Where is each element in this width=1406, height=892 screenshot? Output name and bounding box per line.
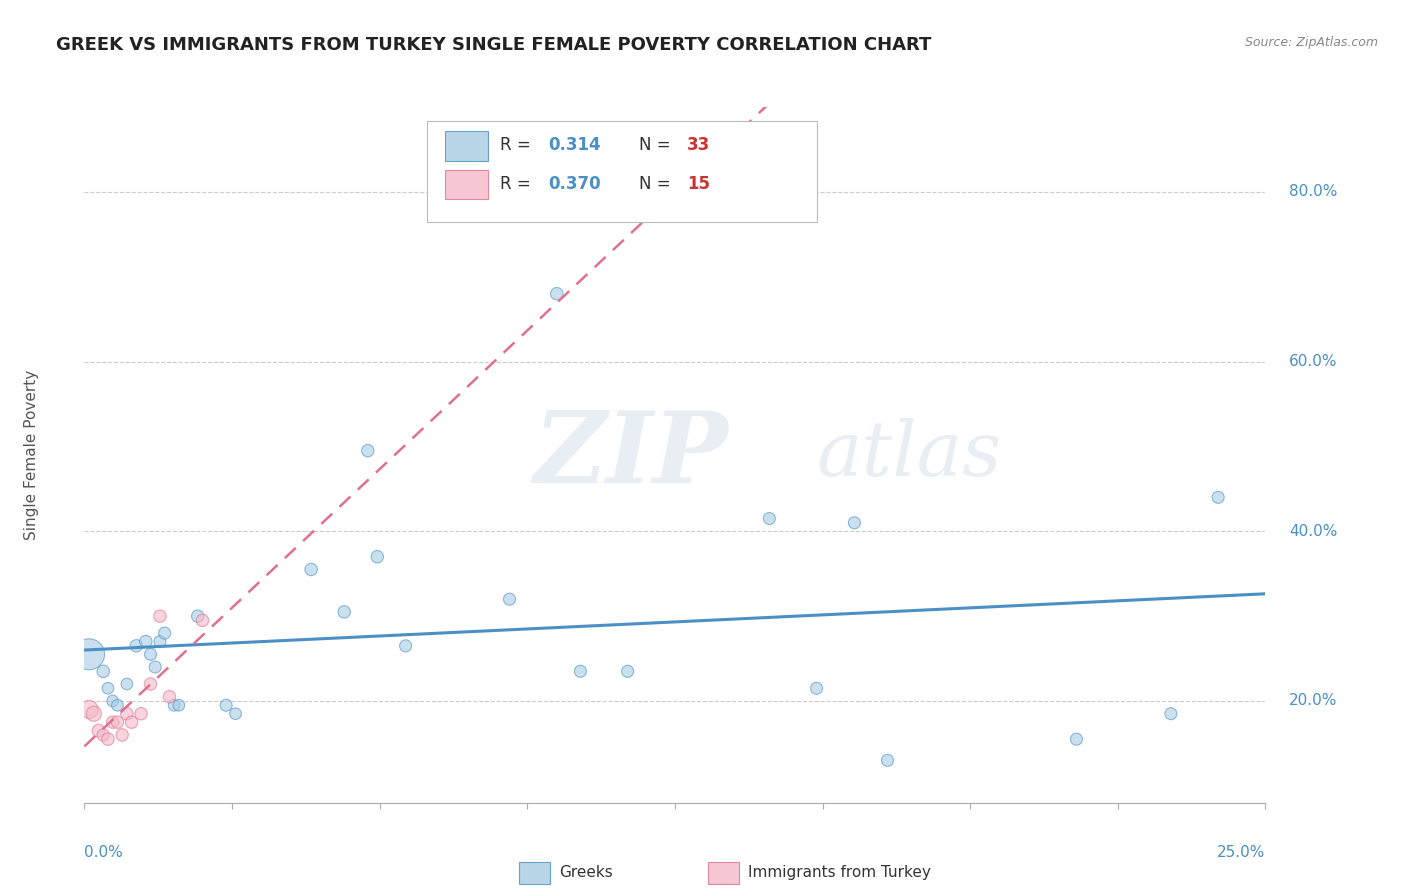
Point [844,516,866,530]
Point [546,286,568,301]
Point [115,706,138,721]
Point [333,605,356,619]
Text: 40.0%: 40.0% [1289,524,1337,539]
Point [121,715,143,730]
Point [101,694,124,708]
Point [149,634,172,648]
Point [115,677,138,691]
Point [91,728,114,742]
Point [498,592,520,607]
Point [157,690,180,704]
Point [225,706,247,721]
Point [187,609,209,624]
FancyBboxPatch shape [709,862,738,884]
Text: 25.0%: 25.0% [1218,845,1265,860]
FancyBboxPatch shape [444,169,488,199]
Point [569,665,592,679]
Point [83,706,105,721]
Point [299,562,322,576]
Point [1160,706,1182,721]
FancyBboxPatch shape [427,121,817,222]
Text: atlas: atlas [817,418,1002,491]
Text: 0.370: 0.370 [548,175,602,193]
Point [876,753,898,767]
Point [357,443,380,458]
Text: Immigrants from Turkey: Immigrants from Turkey [748,865,931,880]
Point [107,698,129,713]
Point [616,665,638,679]
Point [139,648,162,662]
Text: R =: R = [501,136,536,154]
Point [111,728,134,742]
Text: N =: N = [640,175,676,193]
Point [163,698,186,713]
Point [191,613,214,627]
FancyBboxPatch shape [519,862,550,884]
Text: 33: 33 [686,136,710,154]
Text: 80.0%: 80.0% [1289,185,1337,200]
Point [149,609,172,624]
Text: 60.0%: 60.0% [1289,354,1337,369]
Text: GREEK VS IMMIGRANTS FROM TURKEY SINGLE FEMALE POVERTY CORRELATION CHART: GREEK VS IMMIGRANTS FROM TURKEY SINGLE F… [56,36,932,54]
Text: 0.0%: 0.0% [84,845,124,860]
Point [107,715,129,730]
Point [101,715,124,730]
Text: Greeks: Greeks [560,865,613,880]
Point [394,639,416,653]
FancyBboxPatch shape [444,131,488,161]
Text: 20.0%: 20.0% [1289,693,1337,708]
Point [91,665,114,679]
Text: R =: R = [501,175,536,193]
Point [758,511,780,525]
Text: 15: 15 [686,175,710,193]
Point [77,702,100,716]
Point [366,549,388,564]
Point [1206,491,1229,505]
Text: N =: N = [640,136,676,154]
Point [87,723,110,738]
Point [97,681,120,696]
Text: ZIP: ZIP [533,407,728,503]
Text: Source: ZipAtlas.com: Source: ZipAtlas.com [1244,36,1378,49]
Point [139,677,162,691]
Text: Single Female Poverty: Single Female Poverty [24,370,39,540]
Point [215,698,238,713]
Point [77,648,100,662]
Point [143,660,166,674]
Point [806,681,828,696]
Point [135,634,157,648]
Point [129,706,152,721]
Text: 0.314: 0.314 [548,136,602,154]
Point [153,626,176,640]
Point [125,639,148,653]
Point [97,732,120,747]
Point [167,698,190,713]
Point [1066,732,1088,747]
